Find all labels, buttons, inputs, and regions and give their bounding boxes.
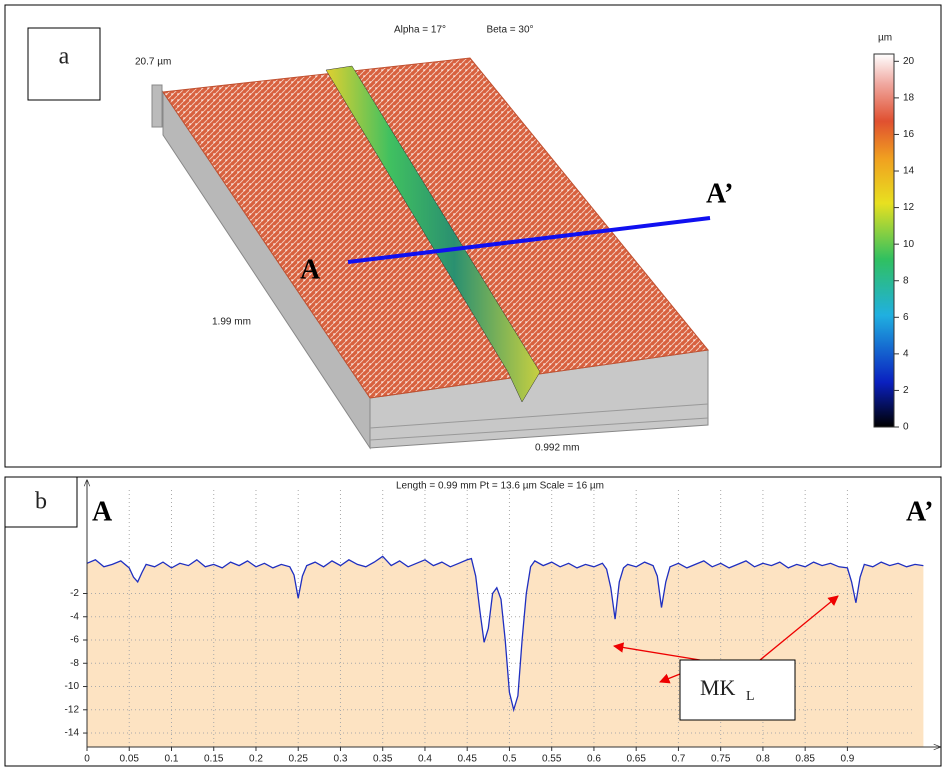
x-tick-label: 0 [84,754,90,765]
colorbar-tick-label: 4 [903,349,909,360]
face-edge [369,403,709,441]
depth-label: 0.992 mm [535,443,579,454]
colorbar-tick-label: 2 [903,385,909,396]
y-tick-label: -6 [70,635,79,646]
height-label: 20.7 µm [135,57,171,68]
colorbar-tick-label: 14 [903,166,915,177]
colorbar-tick-label: 8 [903,275,909,286]
x-tick-label: 0.7 [671,754,685,765]
panel-label: b [35,489,47,515]
height-scale [151,84,163,128]
colorbar-tick-label: 6 [903,312,909,323]
y-tick-label: -12 [65,704,80,715]
x-tick-label: 0.85 [795,754,815,765]
section-line [347,216,711,264]
view-angle: Beta = 30° [486,25,533,36]
annotation-box [679,659,796,721]
width-label: 1.99 mm [212,317,251,328]
x-tick-label: 0.55 [542,754,562,765]
chart-title: Length = 0.99 mm Pt = 13.6 µm Scale = 16… [396,481,604,492]
profile-line [86,555,924,713]
profile-chart: 0 0.05 0.1 0.15 0.2 0.25 0.3 0.35 0.4 0.45 0.5 0.55… [65,480,940,765]
section-start: A [300,254,321,285]
x-tick-label: 0.15 [204,754,224,765]
colorbar-unit: µm [878,33,892,44]
x-tick-label: 0.25 [288,754,308,765]
annotation-subscript: L [746,689,755,704]
surface-3d [151,57,711,450]
colorbar-tick-label: 18 [903,93,915,104]
y-tick-label: -4 [70,611,79,622]
panel-b-frame [4,476,942,767]
x-tick-label: 0.65 [626,754,646,765]
groove [325,65,541,403]
y-tick-label: -14 [65,728,80,739]
annotation: MK [700,675,736,700]
colorbar-tick-label: 20 [903,56,915,67]
panel-a-frame [4,4,942,468]
x-tick-label: 0.4 [418,754,432,765]
x-tick-label: 0.2 [249,754,263,765]
colorbar-tick-label: 10 [903,239,915,250]
colorbar-tick-label: 0 [903,422,909,433]
panel-label: a [59,44,70,70]
y-tick-label: -10 [65,681,80,692]
colorbar [873,53,895,428]
x-tick-label: 0.6 [587,754,601,765]
x-tick-label: 0.75 [711,754,731,765]
arrow [612,642,701,661]
y-tick-label: -2 [70,588,79,599]
view-angle: Alpha = 17° [394,25,446,36]
x-tick-label: 0.8 [756,754,770,765]
x-tick-label: 0.1 [165,754,179,765]
panel-label-box [4,476,78,528]
x-tick-label: 0.9 [840,754,854,765]
x-tick-label: 0.45 [457,754,477,765]
colorbar-tick-label: 16 [903,129,915,140]
arrow [759,595,839,661]
profile-area [87,556,924,747]
x-tick-label: 0.5 [502,754,516,765]
x-tick-label: 0.05 [120,754,140,765]
panel-label-box [27,27,101,101]
section-start: A [92,496,113,527]
colorbar-tick-label: 12 [903,202,915,213]
y-tick-label: -8 [70,658,79,669]
section-end: A’ [906,496,933,527]
x-tick-label: 0.35 [373,754,393,765]
section-end: A’ [706,178,733,209]
x-tick-label: 0.3 [334,754,348,765]
